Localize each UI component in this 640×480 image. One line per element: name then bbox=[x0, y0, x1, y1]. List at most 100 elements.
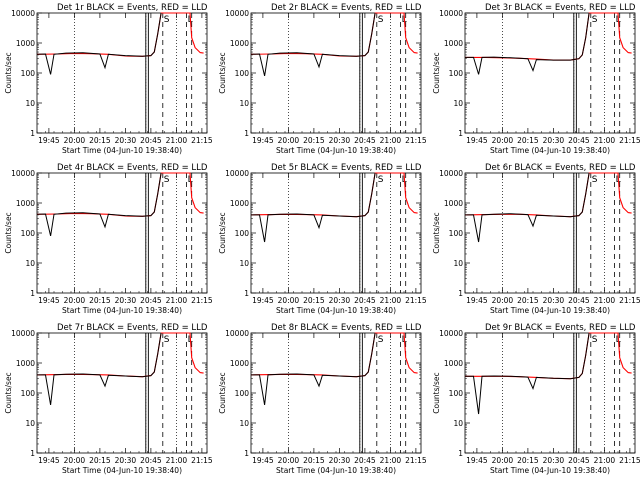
panel-title: Det 8r BLACK = Events, RED = LLD bbox=[271, 323, 422, 333]
y-axis-label: Counts/sec bbox=[218, 372, 227, 413]
lld-series-line bbox=[36, 172, 204, 217]
events-series-line bbox=[36, 12, 162, 75]
plot-frame bbox=[250, 172, 422, 294]
x-tick-label: 20:45 bbox=[354, 136, 376, 145]
y-tick-label: 100 bbox=[235, 389, 250, 398]
x-tick-label: 20:45 bbox=[140, 136, 162, 145]
x-axis-label: Start Time (04-Jun-10 19:38:40) bbox=[490, 306, 610, 315]
y-tick-label: 1000 bbox=[230, 199, 249, 208]
plot-frame bbox=[250, 12, 422, 134]
x-tick-label: 19:45 bbox=[252, 456, 274, 465]
y-tick-label: 100 bbox=[449, 69, 464, 78]
y-axis-label: Counts/sec bbox=[218, 212, 227, 253]
y-tick-label: 1000 bbox=[444, 359, 463, 368]
x-tick-label: 21:15 bbox=[191, 456, 213, 465]
y-axis-label: Counts/sec bbox=[432, 212, 441, 253]
x-axis-label: Start Time (04-Jun-10 19:38:40) bbox=[276, 466, 396, 475]
panel-title: Det 3r BLACK = Events, RED = LLD bbox=[485, 3, 636, 13]
x-axis-label: Start Time (04-Jun-10 19:38:40) bbox=[62, 146, 182, 155]
x-tick-label: 20:45 bbox=[568, 456, 590, 465]
panel-title: Det 2r BLACK = Events, RED = LLD bbox=[271, 3, 422, 13]
x-tick-label: 20:15 bbox=[517, 296, 539, 305]
x-tick-label: 20:15 bbox=[89, 136, 111, 145]
x-tick-label: 20:15 bbox=[89, 296, 111, 305]
x-axis-label: Start Time (04-Jun-10 19:38:40) bbox=[276, 306, 396, 315]
y-tick-label: 100 bbox=[449, 229, 464, 238]
x-tick-label: 20:15 bbox=[517, 456, 539, 465]
x-tick-label: 21:00 bbox=[380, 136, 402, 145]
detector-panel: Det 7r BLACK = Events, RED = LLD 1 10 100 10… bbox=[4, 323, 213, 475]
marker-letter: S bbox=[378, 175, 384, 185]
panel-title: Det 7r BLACK = Events, RED = LLD bbox=[57, 323, 208, 333]
y-tick-label: 10 bbox=[453, 99, 463, 108]
x-tick-label: 21:15 bbox=[405, 136, 427, 145]
x-tick-label: 20:00 bbox=[492, 136, 514, 145]
marker-letter: S bbox=[164, 15, 170, 25]
detector-panel: Det 8r BLACK = Events, RED = LLD 1 10 100 10… bbox=[218, 323, 427, 475]
x-tick-label: 20:45 bbox=[354, 296, 376, 305]
plot-frame bbox=[250, 332, 422, 454]
events-series-line bbox=[250, 12, 376, 77]
x-tick-label: 20:30 bbox=[115, 296, 137, 305]
x-tick-label: 20:15 bbox=[89, 456, 111, 465]
y-tick-label: 10000 bbox=[439, 9, 463, 18]
events-series-line bbox=[465, 172, 590, 243]
detector-panel: Det 5r BLACK = Events, RED = LLD 1 10 100 10… bbox=[218, 163, 427, 315]
y-tick-label: 10000 bbox=[439, 169, 463, 178]
y-tick-label: 1 bbox=[30, 129, 35, 138]
y-tick-label: 10 bbox=[25, 259, 35, 268]
y-tick-label: 10000 bbox=[225, 169, 249, 178]
x-tick-label: 21:00 bbox=[594, 296, 616, 305]
x-tick-label: 20:45 bbox=[354, 456, 376, 465]
y-axis-label: Counts/sec bbox=[4, 52, 13, 93]
x-tick-label: 20:00 bbox=[64, 296, 86, 305]
lld-series-line bbox=[250, 172, 418, 218]
y-tick-label: 1 bbox=[244, 449, 249, 458]
detector-panel: Det 6r BLACK = Events, RED = LLD 1 10 100 10… bbox=[432, 163, 640, 315]
y-tick-label: 1 bbox=[458, 289, 463, 298]
x-tick-label: 21:00 bbox=[380, 456, 402, 465]
plot-frame bbox=[464, 12, 636, 134]
y-tick-label: 1 bbox=[30, 449, 35, 458]
y-tick-label: 1 bbox=[458, 129, 463, 138]
y-tick-label: 10000 bbox=[11, 9, 35, 18]
x-tick-label: 21:15 bbox=[191, 296, 213, 305]
y-tick-label: 1 bbox=[244, 289, 249, 298]
x-axis-label: Start Time (04-Jun-10 19:38:40) bbox=[276, 146, 396, 155]
y-tick-label: 1000 bbox=[444, 39, 463, 48]
x-tick-label: 20:45 bbox=[568, 136, 590, 145]
events-series-line bbox=[465, 12, 590, 75]
y-tick-label: 10 bbox=[453, 419, 463, 428]
x-tick-label: 21:00 bbox=[380, 296, 402, 305]
events-series-line bbox=[251, 332, 376, 405]
x-tick-label: 20:30 bbox=[115, 136, 137, 145]
x-axis-label: Start Time (04-Jun-10 19:38:40) bbox=[490, 146, 610, 155]
y-tick-label: 1000 bbox=[444, 199, 463, 208]
marker-letter: S bbox=[592, 335, 598, 345]
lld-series-line bbox=[36, 332, 204, 378]
x-tick-label: 21:00 bbox=[594, 456, 616, 465]
y-axis-label: Counts/sec bbox=[432, 52, 441, 93]
x-tick-label: 21:15 bbox=[619, 296, 640, 305]
x-tick-label: 21:00 bbox=[166, 136, 188, 145]
panel-title: Det 1r BLACK = Events, RED = LLD bbox=[57, 3, 208, 13]
x-tick-label: 20:30 bbox=[329, 456, 351, 465]
y-tick-label: 10 bbox=[453, 259, 463, 268]
x-tick-label: 21:00 bbox=[166, 456, 188, 465]
x-tick-label: 21:15 bbox=[191, 136, 213, 145]
marker-letter: S bbox=[378, 335, 384, 345]
x-tick-label: 21:15 bbox=[405, 456, 427, 465]
x-tick-label: 19:45 bbox=[252, 136, 274, 145]
lld-series-line bbox=[465, 12, 632, 61]
y-tick-label: 10000 bbox=[225, 9, 249, 18]
x-tick-label: 20:30 bbox=[543, 136, 565, 145]
events-series-line bbox=[37, 332, 162, 405]
y-tick-label: 10 bbox=[25, 419, 35, 428]
x-tick-label: 20:45 bbox=[140, 456, 162, 465]
x-tick-label: 21:15 bbox=[405, 296, 427, 305]
x-tick-label: 20:45 bbox=[568, 296, 590, 305]
y-tick-label: 10 bbox=[239, 99, 249, 108]
plot-frame bbox=[36, 172, 208, 294]
marker-letter: S bbox=[592, 175, 598, 185]
panel-title: Det 5r BLACK = Events, RED = LLD bbox=[271, 163, 422, 173]
